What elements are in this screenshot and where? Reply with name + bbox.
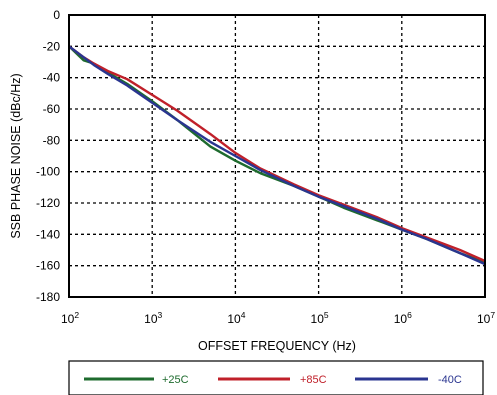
x-tick-labels: 102 103 104 105 106 107 (61, 310, 495, 326)
y-tick-label: -60 (43, 102, 61, 116)
x-tick-label: 107 (477, 310, 495, 326)
x-tick-label: 105 (311, 310, 329, 326)
legend-box (68, 360, 484, 395)
series-line (68, 45, 486, 266)
x-tick-label: 104 (227, 310, 245, 326)
y-tick-labels: 0 -20 -40 -60 -80 -100 -120 -140 -160 -180 (36, 8, 60, 304)
series-line (68, 45, 486, 263)
plot-frame (68, 14, 486, 298)
grid-lines (69, 15, 485, 297)
x-tick-label: 103 (144, 310, 162, 326)
legend-label: +25C (162, 374, 189, 386)
y-tick-label: -100 (36, 165, 60, 179)
legend: +25C +85C -40C (68, 360, 484, 395)
y-tick-label: 0 (53, 8, 60, 22)
series-line (68, 45, 486, 264)
y-tick-label: -180 (36, 290, 60, 304)
legend-label: +85C (300, 374, 327, 386)
x-tick-label: 106 (394, 310, 412, 326)
legend-label: -40C (438, 374, 462, 386)
series-lines (68, 45, 486, 266)
y-tick-label: -40 (43, 71, 61, 85)
x-tick-label: 102 (61, 310, 79, 326)
y-tick-label: -120 (36, 196, 60, 210)
y-tick-label: -160 (36, 259, 60, 273)
y-axis-label: SSB PHASE NOISE (dBc/Hz) (9, 73, 23, 238)
y-tick-label: -140 (36, 227, 60, 241)
y-tick-label: -80 (43, 133, 61, 147)
y-tick-label: -20 (43, 39, 61, 53)
x-axis-label: OFFSET FREQUENCY (Hz) (198, 339, 356, 353)
